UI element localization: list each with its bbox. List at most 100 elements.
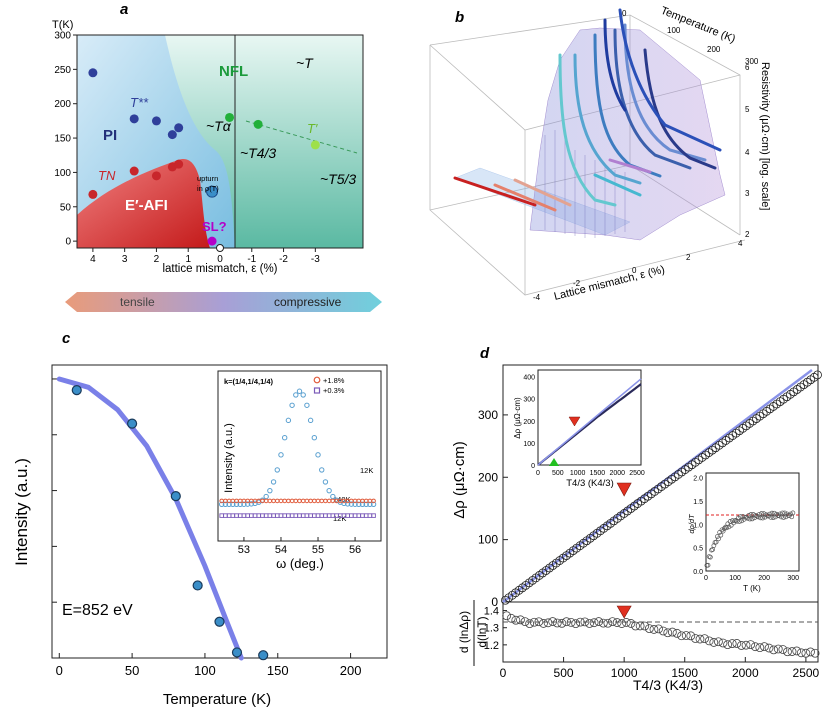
inset-c-curve-label-12k-b: 12K [333, 514, 346, 523]
a-point-t [253, 119, 263, 129]
label-sl: SL? [202, 219, 227, 234]
a-xtick-label: 3 [122, 254, 128, 265]
d-bottom-point [525, 619, 535, 628]
inset-c-curve-label-12k-a: 12K [360, 466, 373, 475]
d-ytick-label: 300 [478, 408, 498, 422]
inset-c-ylabel: Intensity (a.u.) [223, 423, 235, 493]
i2-ytick-label: 1.0 [693, 522, 703, 529]
a-point-t [310, 140, 320, 150]
b-mismatch-tick: 4 [738, 239, 743, 248]
i2-point [777, 511, 783, 517]
inset1-fit-line [537, 378, 642, 466]
d-bottom-point [810, 648, 820, 658]
d-bottom-point [704, 636, 714, 646]
ci-peak-point [278, 452, 284, 458]
panel-d-xticks: 0 500 1000 1500 2000 2500 [500, 657, 820, 680]
a-point-t [129, 114, 139, 124]
a-point-tn [88, 189, 98, 199]
a-xtick-label: -1 [247, 254, 256, 265]
i1-xtick-label: 2500 [629, 470, 645, 477]
d-bottom-point [677, 631, 686, 641]
d-data-point [616, 511, 626, 521]
a-point-t [167, 130, 177, 140]
i2-point [720, 528, 726, 534]
i2-point [718, 532, 724, 538]
d-bottom-point [769, 645, 779, 655]
panel-c-points [71, 385, 269, 661]
d-data-point [813, 370, 822, 380]
i1-xtick-label: 0 [536, 470, 540, 477]
a-point-upturn [206, 185, 219, 198]
b-temp-tick: 200 [707, 45, 721, 54]
inset-c-xlabel: ω (deg.) [276, 556, 324, 571]
d-bottom-point [635, 621, 645, 631]
d-data-point [582, 536, 592, 546]
label-afi: E′-AFI [125, 197, 168, 214]
ci-peak-point [304, 402, 310, 408]
panel-a-ylabel: T(K) [52, 19, 73, 31]
a-point-t [174, 123, 184, 133]
i2-point [757, 515, 763, 521]
inset-c-legend-1: +1.8% [323, 376, 345, 385]
b-resistivity-tick: 6 [745, 63, 750, 72]
inset1-green-arrow [549, 458, 559, 466]
i2-point [748, 512, 754, 517]
d-bottom-point [548, 617, 558, 626]
i2-point [747, 516, 753, 522]
label-power-t: ~T [296, 55, 314, 71]
b-mismatch-tick: -4 [533, 293, 541, 302]
d-bottom-point [612, 618, 622, 627]
panel-label-c: c [62, 330, 71, 347]
d-bottom-point [658, 626, 668, 636]
i2-point [763, 512, 769, 518]
ci-peak-point [219, 501, 225, 508]
d-bottom-point [566, 617, 576, 627]
d-bottom-point [746, 640, 756, 649]
panel-c-ylabel: Intensity (a.u.) [12, 458, 31, 566]
d-bottom-point [714, 637, 723, 647]
i2-xtick-label: 100 [729, 575, 741, 582]
i1-xtick-label: 500 [552, 470, 564, 477]
d-bottom-point [727, 639, 737, 648]
d-bottom-point [511, 615, 521, 625]
d-bottom-point [649, 625, 659, 634]
d-bottom-point [654, 624, 663, 634]
panel-d-ylabel-bottom-num: d (lnΔρ) [457, 611, 471, 653]
b-temp-tick: 100 [667, 26, 681, 35]
inset-c-legend-marker-2 [313, 387, 321, 394]
inset-c-kvector: k=(1/4,1/4,1/4) [224, 377, 273, 386]
ci-xtick-label: 56 [349, 544, 361, 556]
ci-peak-point [322, 479, 329, 485]
label-pi: PI [103, 127, 117, 144]
i2-point [760, 515, 766, 521]
d-data-point [531, 573, 541, 583]
i1-xtick-label: 1000 [570, 470, 586, 477]
i2-point [737, 519, 742, 524]
ci-peak-point [289, 402, 295, 408]
d-data-point [589, 531, 599, 541]
ci-peak-point [315, 452, 321, 458]
panel-d-ylabel: Δρ (μΩ·cm) [451, 441, 468, 519]
panel-a-xlabel: lattice mismatch, ε (%) [162, 263, 277, 275]
d-data-point [575, 541, 585, 551]
inset-c-legend-2: +0.3% [323, 386, 345, 395]
c-data-point [231, 647, 243, 658]
d-data-point [507, 590, 517, 600]
ci-peak-point [226, 501, 232, 508]
b-temp-tick: 0 [622, 9, 627, 18]
d-data-point [538, 568, 548, 578]
d-data-point [521, 580, 531, 590]
a-point-t [225, 112, 235, 122]
i1-ytick-label: 0 [531, 463, 535, 470]
panel-a-points [88, 68, 320, 252]
d-data-point [511, 588, 520, 598]
panel-d-bottom-marker-arrow [616, 605, 632, 619]
d-bottom-point [723, 640, 733, 650]
a-ytick-label: 200 [54, 99, 71, 110]
i2-point [734, 518, 740, 524]
i2-ytick-label: 0.0 [693, 569, 703, 576]
panel-b-zlabel: Resistivity (μΩ·cm) [log. scale] [759, 62, 771, 210]
inset2-points [704, 510, 796, 568]
i2-point [790, 510, 796, 516]
d-data-point [541, 566, 551, 575]
